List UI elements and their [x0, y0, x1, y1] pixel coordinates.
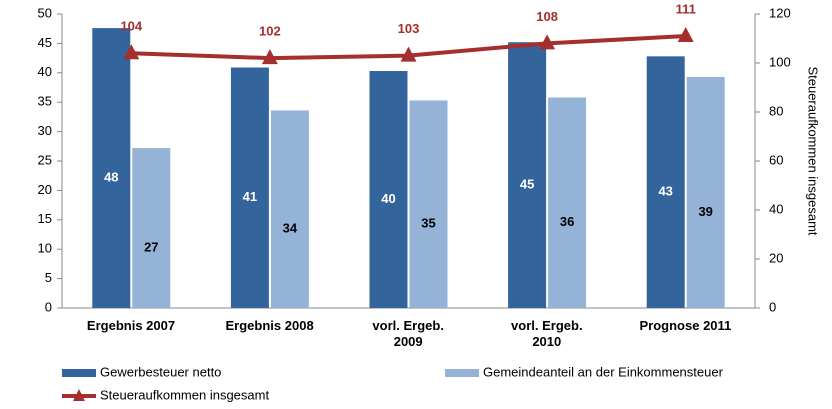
x-tick-label: Ergebnis 2008: [225, 318, 314, 333]
y2-tick-label: 100: [769, 54, 791, 69]
bar: [686, 76, 725, 308]
y2-tick-label: 40: [769, 201, 783, 216]
marker: [539, 34, 556, 50]
marker: [677, 27, 694, 43]
data-label: 35: [421, 216, 435, 231]
marker: [261, 49, 278, 65]
data-label: 111: [676, 1, 696, 16]
data-label: 104: [120, 19, 142, 34]
legend-label: Gewerbesteuer netto: [100, 364, 221, 379]
y-tick-label: 20: [38, 182, 52, 197]
data-label: 45: [520, 177, 534, 192]
x-tick-label: Ergebnis 2007: [86, 318, 176, 333]
data-label: 36: [560, 214, 574, 229]
data-label: 103: [398, 21, 420, 36]
y-tick-label: 15: [38, 211, 52, 226]
legend-label: Gemeindeanteil an der Einkommensteuer: [483, 364, 724, 379]
data-label: 39: [698, 204, 712, 219]
marker: [400, 46, 417, 62]
bar: [132, 148, 171, 308]
data-label: 40: [381, 191, 395, 206]
data-label: 41: [243, 189, 257, 204]
x-tick-label: Prognose 2011: [639, 318, 732, 333]
bar: [92, 28, 131, 308]
data-label: 48: [104, 169, 118, 184]
data-label: 27: [144, 239, 158, 254]
y2-tick-label: 60: [769, 152, 783, 167]
bar: [369, 71, 408, 308]
y-tick-label: 45: [38, 35, 52, 50]
y-tick-label: 25: [38, 152, 52, 167]
x-tick-label: vorl. Ergeb. 2009: [372, 318, 444, 349]
legend-swatch: [445, 369, 479, 377]
y-tick-label: 50: [38, 5, 52, 20]
y-tick-label: 40: [38, 64, 52, 79]
marker: [123, 44, 140, 60]
y-tick-label: 10: [38, 241, 52, 256]
bar: [230, 67, 269, 309]
data-label: 34: [283, 221, 298, 236]
bar: [508, 42, 547, 308]
y2-tick-label: 20: [769, 250, 783, 265]
bar: [548, 97, 587, 308]
legend-marker: [73, 389, 85, 401]
y2-axis-label: Steueraufkommen insgesamt: [806, 66, 821, 235]
x-tick-label: vorl. Ergeb. 2010: [511, 318, 583, 349]
data-label: 102: [259, 24, 281, 39]
y-tick-label: 35: [38, 94, 52, 109]
bar: [409, 100, 448, 308]
legend-label: Steueraufkommen insgesamt: [100, 387, 269, 402]
bar: [646, 56, 685, 308]
legend-swatch: [62, 369, 96, 377]
data-label: 43: [658, 184, 672, 199]
y2-tick-label: 120: [769, 5, 791, 20]
y-tick-label: 5: [45, 270, 52, 285]
data-label: 108: [536, 9, 558, 24]
y-tick-label: 30: [38, 123, 52, 138]
bar: [270, 110, 309, 308]
y2-tick-label: 0: [769, 299, 776, 314]
y-tick-label: 0: [45, 299, 52, 314]
y2-tick-label: 80: [769, 103, 783, 118]
